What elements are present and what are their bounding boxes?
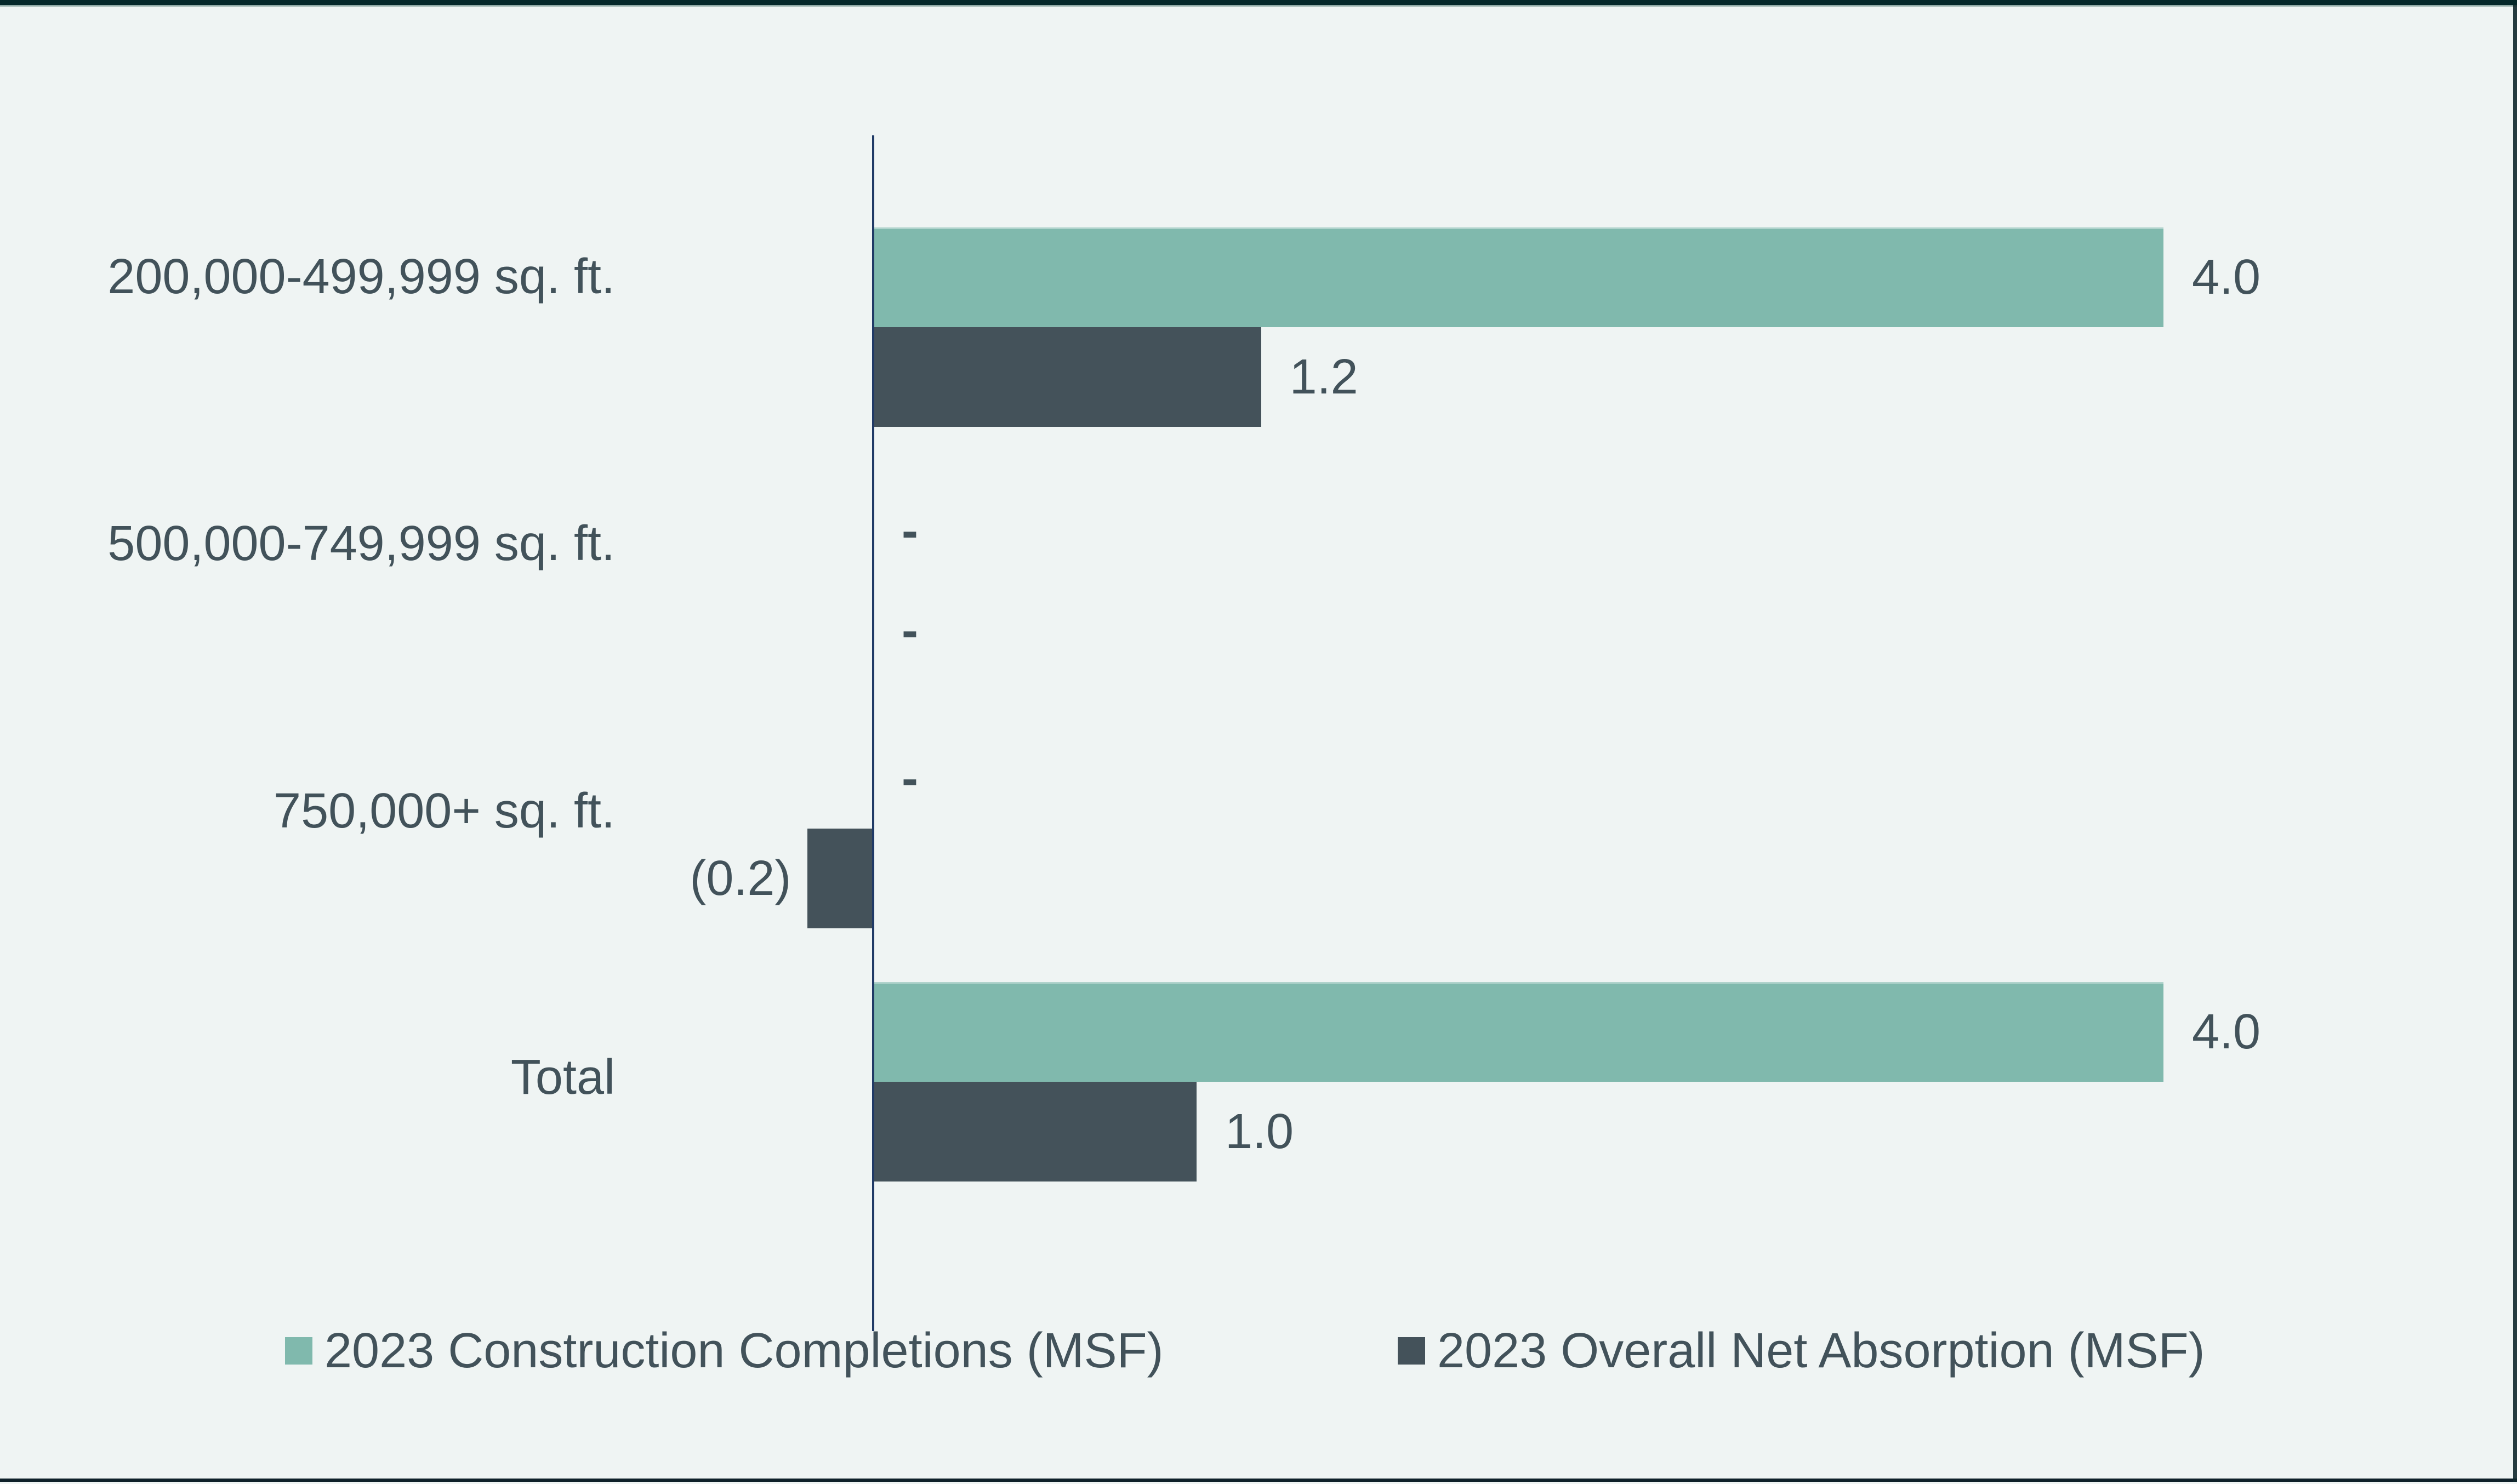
category-label: 200,000-499,999 sq. ft. bbox=[107, 249, 615, 304]
top-accent-bar bbox=[0, 0, 2517, 5]
right-accent-bar bbox=[2513, 5, 2517, 1482]
category-axis-line bbox=[872, 135, 874, 1331]
legend-label-net-absorption: 2023 Overall Net Absorption (MSF) bbox=[1437, 1323, 2205, 1378]
legend-item-net-absorption: 2023 Overall Net Absorption (MSF) bbox=[1398, 1323, 2205, 1378]
value-label: 4.0 bbox=[2192, 250, 2261, 305]
bar-net-absorption bbox=[874, 327, 1261, 427]
legend-swatch-net-absorption bbox=[1398, 1337, 1425, 1365]
legend-label-construction-completions: 2023 Construction Completions (MSF) bbox=[324, 1323, 1164, 1378]
value-label: (0.2) bbox=[690, 851, 791, 906]
value-label: 1.0 bbox=[1225, 1104, 1294, 1159]
zero-value-label: - bbox=[902, 751, 918, 806]
bar-construction-completions bbox=[874, 982, 2163, 1082]
value-label: 1.2 bbox=[1289, 350, 1358, 404]
category-label: 500,000-749,999 sq. ft. bbox=[107, 516, 615, 571]
category-label: Total bbox=[510, 1050, 615, 1105]
top-accent-underline bbox=[0, 5, 2517, 7]
zero-value-label: - bbox=[902, 603, 918, 658]
zero-value-label: - bbox=[902, 504, 918, 558]
legend-item-construction-completions: 2023 Construction Completions (MSF) bbox=[285, 1323, 1164, 1378]
bar-construction-completions bbox=[874, 227, 2163, 327]
category-label: 750,000+ sq. ft. bbox=[274, 784, 615, 838]
legend-swatch-construction-completions bbox=[285, 1337, 312, 1365]
value-label: 4.0 bbox=[2192, 1004, 2261, 1059]
bar-net-absorption bbox=[874, 1082, 1197, 1182]
bottom-accent-bar bbox=[0, 1479, 2517, 1482]
bar-net-absorption bbox=[807, 829, 872, 928]
